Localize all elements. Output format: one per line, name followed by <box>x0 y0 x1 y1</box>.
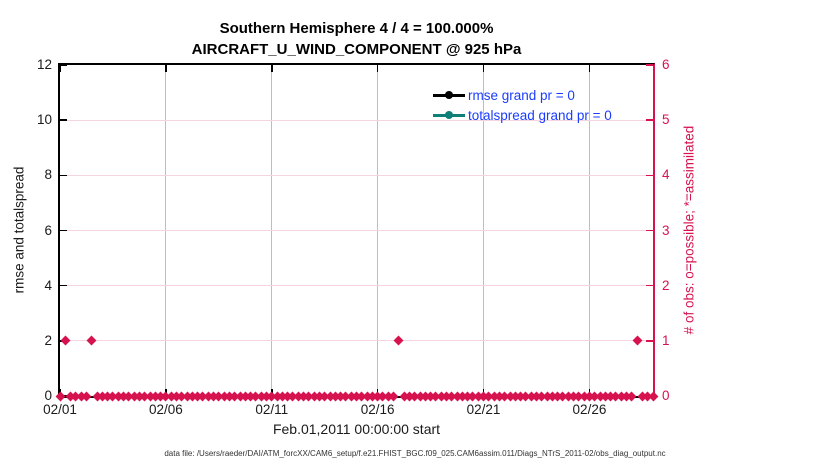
left-y-axis-tick <box>60 119 67 121</box>
left-y-axis-tick <box>60 284 67 287</box>
left-y-tick-label: 12 <box>36 57 52 72</box>
left-y-tick-label: 0 <box>44 388 52 403</box>
x-tick-label: 02/26 <box>572 402 607 417</box>
x-axis-tick-top <box>588 65 591 72</box>
legend-dot <box>445 91 453 99</box>
right-y-tick-label: 3 <box>662 222 670 238</box>
right-y-axis-tick <box>646 174 653 177</box>
obs-count-marker <box>55 391 65 401</box>
legend-entry: rmse grand pr = 0 <box>433 85 612 105</box>
title-line-2: AIRCRAFT_U_WIND_COMPONENT @ 925 hPa <box>191 41 522 58</box>
obs-count-marker <box>648 391 658 401</box>
x-tick-label: 02/06 <box>148 402 183 417</box>
x-tick-label: 02/16 <box>360 402 395 417</box>
horizontal-gridline <box>60 230 653 231</box>
right-y-tick-label: 4 <box>662 167 670 183</box>
line-with-dot-icon <box>433 90 465 100</box>
x-axis-tick-top <box>376 65 379 72</box>
right-y-tick-label: 1 <box>662 332 670 348</box>
right-y-tick-label: 6 <box>662 57 670 72</box>
left-y-axis-tick <box>60 229 67 232</box>
obs-count-marker <box>86 335 97 346</box>
plot-area <box>55 63 658 401</box>
legend-dot <box>445 111 453 119</box>
right-y-axis-tick <box>646 229 653 232</box>
grid-layer <box>60 65 653 396</box>
obs-count-marker <box>632 335 643 346</box>
legend: rmse grand pr = 0 totalspread grand pr = … <box>433 85 612 125</box>
right-y-tick-label: 2 <box>662 277 670 293</box>
left-y-tick-label: 4 <box>44 277 52 293</box>
left-y-tick-label: 6 <box>44 222 52 238</box>
obs-count-marker <box>393 335 404 346</box>
horizontal-gridline <box>60 119 653 121</box>
left-y-axis-tick <box>60 174 67 177</box>
right-y-tick-label: 5 <box>662 112 670 128</box>
right-y-axis-tick <box>646 64 653 66</box>
legend-entry-label: rmse grand pr = 0 <box>468 87 575 103</box>
right-y-axis-tick <box>646 284 653 287</box>
legend-entry-label: totalspread grand pr = 0 <box>468 107 612 123</box>
x-axis-tick-top <box>165 65 167 72</box>
x-axis-label: Feb.01,2011 00:00:00 start <box>272 421 441 437</box>
obs-count-marker <box>60 335 71 346</box>
left-y-tick-label: 2 <box>44 332 52 348</box>
x-axis-tick-top <box>482 65 485 72</box>
horizontal-gridline <box>60 285 653 287</box>
x-tick-label: 02/11 <box>255 402 289 417</box>
left-y-tick-label: 10 <box>36 112 52 128</box>
x-tick-label: 02/01 <box>43 402 77 417</box>
x-axis-tick-top <box>271 65 273 72</box>
data-file-caption: data file: /Users/raeder/DAI/ATM_forcXX/… <box>164 449 666 458</box>
line-with-dot-icon <box>433 110 465 120</box>
x-axis-tick-top <box>59 65 61 72</box>
x-tick-label: 02/21 <box>466 402 501 417</box>
title-line-1: Southern Hemisphere 4 / 4 = 100.000% <box>219 20 494 37</box>
right-y-tick-label: 0 <box>662 388 670 403</box>
chart-title: Southern Hemisphere 4 / 4 = 100.000% AIR… <box>58 18 655 60</box>
left-y-tick-label: 8 <box>44 167 52 183</box>
horizontal-gridline <box>60 340 653 342</box>
left-y-axis-tick <box>60 64 67 66</box>
right-y-axis-tick <box>646 119 653 121</box>
legend-entry: totalspread grand pr = 0 <box>433 105 612 125</box>
right-y-axis-tick <box>646 340 653 342</box>
horizontal-gridline <box>60 174 653 176</box>
